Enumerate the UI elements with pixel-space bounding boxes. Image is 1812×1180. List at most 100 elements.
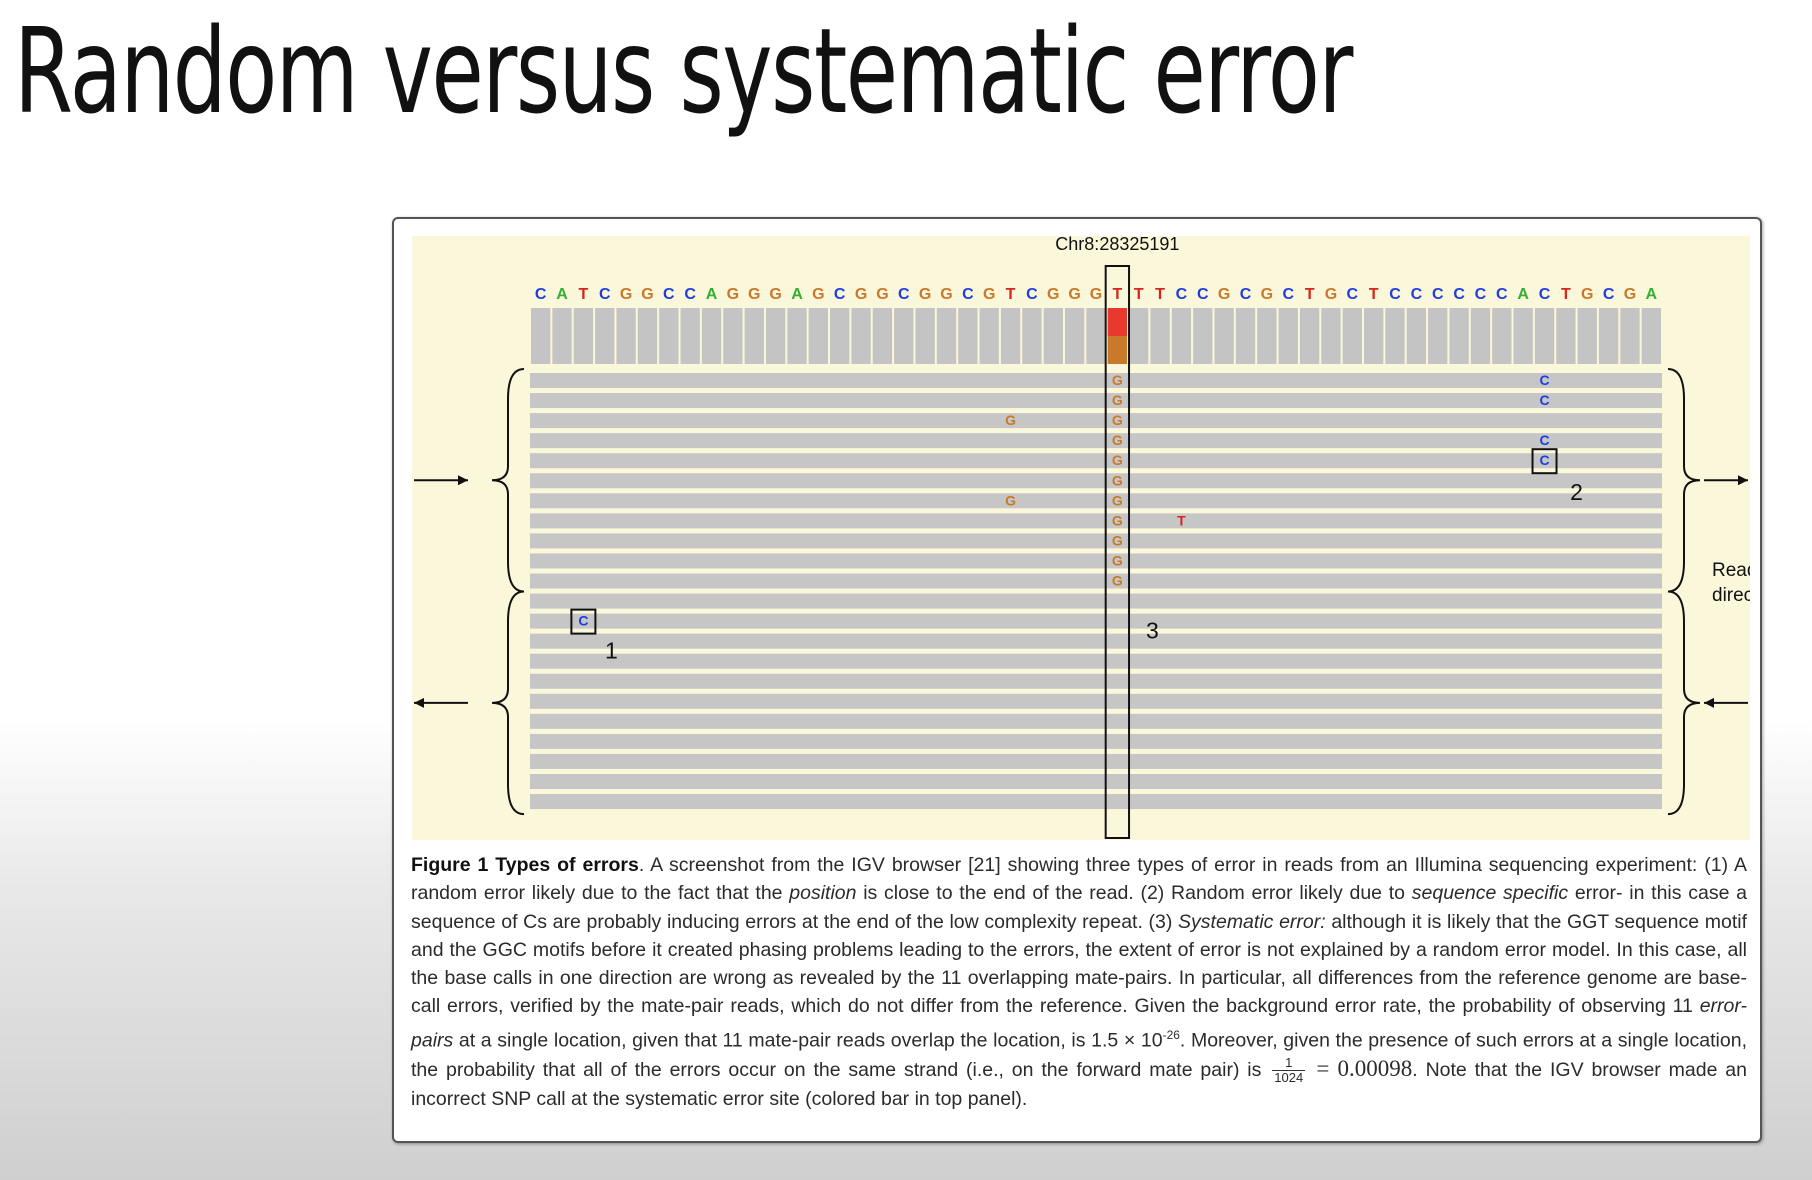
coverage-bar (1342, 308, 1362, 364)
reference-base: G (727, 286, 739, 303)
read-bar (530, 553, 1662, 569)
snp-bar-alt-allele (1107, 336, 1128, 364)
reference-base: T (1305, 286, 1315, 303)
coverage-bar (1086, 308, 1106, 364)
caption-exponent: -26 (1162, 1027, 1180, 1042)
reference-base: A (1646, 286, 1658, 303)
probability-fraction: 1 1024 (1272, 1055, 1306, 1085)
mismatch-base: G (1112, 492, 1123, 508)
forward-arrow-right-head (1738, 475, 1748, 486)
read-bar (530, 733, 1662, 749)
coverage-bar (894, 308, 914, 364)
left-brace-reverse (491, 590, 525, 816)
reference-base: C (834, 286, 846, 303)
coverage-bar (1022, 308, 1042, 364)
coverage-bar (1000, 308, 1021, 364)
fraction-numerator: 1 (1272, 1055, 1306, 1071)
reverse-arrow-left-head (414, 697, 424, 708)
right-brace-reverse (1667, 590, 1701, 816)
reference-base: G (1090, 286, 1102, 303)
error-highlight-box (1531, 448, 1558, 475)
mismatch-base: G (1005, 492, 1016, 508)
coverage-bar (1257, 308, 1277, 364)
reference-base: G (940, 286, 952, 303)
coverage-bar (1214, 308, 1234, 364)
reference-base: C (1282, 286, 1294, 303)
read-bar (530, 433, 1662, 449)
caption-italic-3: Systematic error: (1178, 910, 1326, 933)
coverage-bar (1598, 308, 1619, 364)
reference-base: C (1347, 286, 1359, 303)
mismatch-base: G (1112, 432, 1123, 448)
reference-base: C (663, 286, 675, 303)
mismatch-base: G (1005, 412, 1016, 428)
reference-base: C (684, 286, 696, 303)
figure-frame: Chr8:28325191 C A T C G G C C A G G G A G C G G C G G C G T C G G G… (392, 217, 1793, 1143)
reference-base: T (1134, 286, 1144, 303)
read-bar (530, 473, 1662, 489)
mismatch-base: G (1112, 512, 1123, 528)
coverage-bar (1449, 308, 1469, 364)
coverage-bar (1513, 308, 1533, 364)
error-highlight-box (570, 608, 597, 635)
fraction-denominator: 1024 (1274, 1069, 1304, 1085)
reference-base: T (579, 286, 589, 303)
right-brace-forward (1667, 368, 1701, 593)
coverage-bar (936, 308, 957, 364)
error-marker-3: 3 (1146, 618, 1159, 644)
reference-base: G (641, 286, 653, 303)
reference-base: G (1068, 286, 1080, 303)
snp-bar-ref-allele (1107, 308, 1128, 336)
coverage-bar (1150, 308, 1170, 364)
read-directions-label: directions (1712, 585, 1750, 606)
coverage-bar (1321, 308, 1341, 364)
read-bar (530, 753, 1662, 769)
mismatch-base: G (1112, 532, 1123, 548)
slide-title: Random versus systematic error (14, 2, 1353, 140)
read-bar (530, 493, 1662, 509)
caption-text-2: is close to the end of the read. (2) Ran… (856, 882, 1412, 905)
mismatch-base: C (1539, 392, 1549, 408)
reference-base: G (855, 286, 867, 303)
coverage-bar (1363, 308, 1384, 364)
reference-base: A (1517, 286, 1529, 303)
coverage-bar (744, 308, 764, 364)
coverage-bar (872, 308, 893, 364)
reference-base: C (1026, 286, 1038, 303)
coverage-bar (595, 308, 615, 364)
coverage-bar (1534, 308, 1555, 364)
coverage-bar (723, 308, 743, 364)
mismatch-base: C (1539, 432, 1549, 448)
coverage-bar (808, 308, 829, 364)
caption-title: Figure 1 Types of errors (411, 854, 639, 876)
caption-text-5: at a single location, given that 11 mate… (453, 1029, 1163, 1052)
read-bar (530, 673, 1662, 689)
coverage-bar (552, 308, 572, 364)
coverage-bar (531, 308, 551, 364)
coverage-bar (1043, 308, 1063, 364)
reference-base: C (535, 286, 547, 303)
coverage-bar (1641, 308, 1661, 364)
coverage-bar (1492, 308, 1512, 364)
reference-base: C (1475, 286, 1487, 303)
reference-base: G (748, 286, 760, 303)
locus-label: Chr8:28325191 (1055, 236, 1179, 254)
read-bar (530, 393, 1662, 409)
mismatch-base: G (1112, 452, 1123, 468)
coverage-bar (1385, 308, 1405, 364)
error-marker-1: 1 (605, 638, 618, 664)
systematic-error-column (1104, 265, 1131, 839)
reference-base: C (962, 286, 974, 303)
caption-text-7: . Note that the IGV browser made an inco… (411, 1058, 1747, 1110)
coverage-bar (851, 308, 871, 364)
read-bar (530, 653, 1662, 669)
reference-base: G (919, 286, 931, 303)
reference-base: G (1325, 286, 1337, 303)
reference-base: T (1155, 286, 1165, 303)
mismatch-base: G (1112, 392, 1123, 408)
figure-caption: Figure 1 Types of errors. A screenshot f… (411, 851, 1747, 1113)
read-bar (530, 373, 1662, 388)
igv-panel: Chr8:28325191 C A T C G G C C A G G G A G C G G C G G C G T C G G G… (412, 234, 1793, 840)
reverse-arrow-right-head (1704, 697, 1714, 708)
